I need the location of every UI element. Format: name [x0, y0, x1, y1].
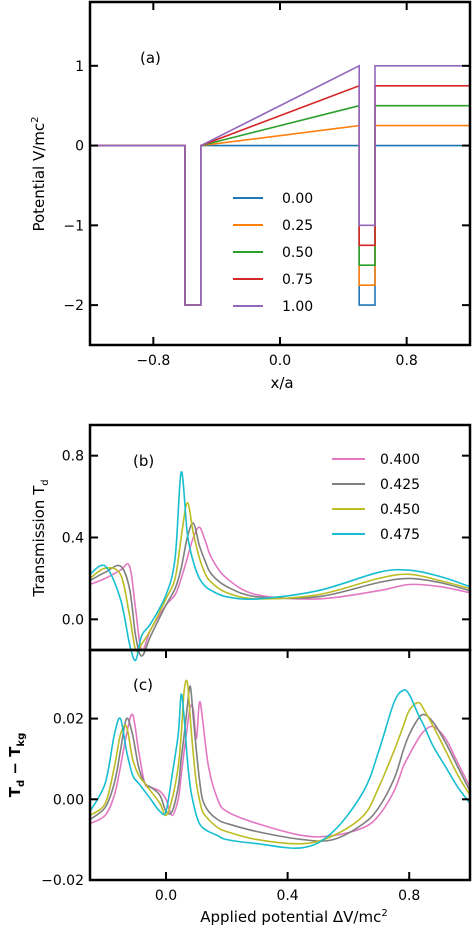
panel-c-xtick-label: 0.8: [398, 888, 420, 904]
panel-c-ylabel-main: T: [6, 786, 24, 797]
panel-c-label: (c): [133, 676, 153, 694]
legend-label-0.400: 0.400: [380, 452, 420, 468]
panel-c-xlabel-sup: 2: [381, 908, 387, 919]
panel-a-xtick-label: 0.0: [269, 353, 291, 369]
panel-a-ytick-label: 0: [75, 139, 84, 155]
panel-b-ytick-label: 0.8: [62, 449, 84, 465]
panel-c-ytick-label: 0.02: [53, 712, 84, 728]
potential-line-0.25: [90, 124, 470, 306]
panel-a-ylabel-sup: 2: [30, 116, 41, 122]
panel-a-ylabel-main: Potential V/mc: [30, 123, 48, 232]
legend-label-0.425: 0.425: [380, 477, 420, 493]
panel-a-series: [90, 64, 470, 306]
panel-b-label: (b): [133, 452, 154, 470]
panel-b: 0.0 0.4 0.8 (b) Transmission Td 0.400 0.425…: [30, 423, 472, 662]
panel-b-ticks: 0.0 0.4 0.8: [62, 449, 470, 628]
panel-c-ytick-label: 0.00: [53, 792, 84, 808]
transmission-line-0.400: [89, 526, 471, 652]
panel-c-ylabel-sub2: kg: [16, 733, 27, 747]
legend-label-0.450: 0.450: [380, 502, 420, 518]
panel-a-label: (a): [140, 49, 161, 67]
panel-c-ylabel-sub1: d: [16, 780, 27, 787]
difference-line-0.475: [89, 689, 471, 849]
panel-a-xtick-label: 0.8: [396, 353, 418, 369]
panel-a-xlabel: x/a: [270, 374, 293, 392]
panel-a-ticks: −2 −1 0 1 −0.8 0.0 0.8: [63, 2, 470, 369]
panel-b-ylabel-sub: d: [40, 479, 51, 485]
transmission-line-0.450: [89, 501, 471, 653]
panel-c-ylabel: Td − Tkg: [6, 733, 27, 797]
legend-label-0.00: 0.00: [282, 191, 313, 207]
panel-c-ticks: −0.02 0.00 0.02 0.0 0.4 0.8: [41, 650, 470, 904]
panel-b-ytick-label: 0.4: [62, 531, 84, 547]
panel-a-ytick-label: 1: [75, 59, 84, 75]
panel-c-xlabel-main: Applied potential ΔV/mc: [200, 908, 381, 926]
legend-label-1.00: 1.00: [282, 299, 313, 315]
panel-a-legend: 0.00 0.25 0.50 0.75 1.00: [233, 191, 313, 315]
panel-c-xlabel: Applied potential ΔV/mc2: [200, 908, 387, 926]
panel-b-ylabel: Transmission Td: [30, 479, 51, 597]
panel-c-xtick-label: 0.4: [276, 888, 298, 904]
panel-a-ylabel: Potential V/mc2: [30, 116, 48, 231]
panel-a-xtick-label: −0.8: [136, 353, 170, 369]
difference-line-0.400: [89, 700, 471, 838]
potential-line-1.00: [90, 64, 470, 306]
panel-c-series: [89, 679, 471, 849]
transmission-line-0.425: [89, 522, 471, 657]
potential-line-0.75: [90, 84, 470, 306]
panel-a-ytick-label: −1: [63, 218, 84, 234]
transmission-line-0.475: [89, 471, 471, 662]
potential-line-0.00: [90, 144, 470, 306]
panel-a-ytick-label: −2: [63, 298, 84, 314]
legend-label-0.50: 0.50: [282, 245, 313, 261]
panel-a: −2 −1 0 1 −0.8 0.0 0.8 (a) x/a Potential V/mc2…: [30, 0, 472, 392]
panel-c-frame: [88, 648, 472, 882]
panel-c: −0.02 0.00 0.02 0.0 0.4 0.8 (c) Applied poten…: [6, 648, 472, 926]
panel-c-ylabel-mid: − T: [6, 746, 24, 780]
panel-b-ytick-label: 0.0: [62, 612, 84, 628]
panel-b-series: [89, 471, 471, 662]
panel-c-ytick-label: −0.02: [41, 873, 84, 889]
difference-line-0.425: [89, 685, 471, 842]
panel-b-legend: 0.400 0.425 0.450 0.475: [332, 452, 420, 543]
panel-c-xtick-label: 0.0: [155, 888, 177, 904]
legend-label-0.475: 0.475: [380, 527, 420, 543]
legend-label-0.25: 0.25: [282, 218, 313, 234]
difference-line-0.450: [89, 679, 471, 845]
panel-b-ylabel-main: Transmission T: [30, 485, 48, 598]
legend-label-0.75: 0.75: [282, 272, 313, 288]
